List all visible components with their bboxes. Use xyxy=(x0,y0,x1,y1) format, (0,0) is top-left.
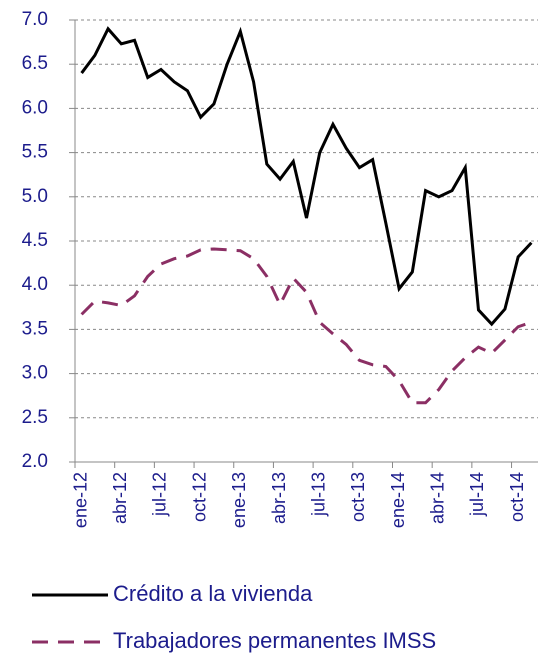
y-tick-label: 6.0 xyxy=(22,97,48,118)
x-tick-label: jul-12 xyxy=(150,472,170,517)
y-tick-label: 4.0 xyxy=(22,274,48,295)
y-tick-label: 2.0 xyxy=(22,451,48,472)
legend-label: Trabajadores permanentes IMSS xyxy=(113,628,436,653)
y-tick-label: 5.5 xyxy=(22,142,48,163)
legend-label: Crédito a la vivienda xyxy=(113,581,313,606)
x-tick-label: abr-14 xyxy=(428,472,448,524)
x-tick-label: ene-13 xyxy=(229,472,249,528)
x-tick-label: oct-14 xyxy=(507,472,527,522)
x-tick-label: jul-13 xyxy=(308,472,328,517)
x-tick-label: oct-13 xyxy=(348,472,368,522)
series-line xyxy=(80,26,533,327)
y-tick-label: 2.5 xyxy=(22,407,48,428)
y-tick-label: 6.5 xyxy=(22,53,48,74)
x-tick-label: abr-13 xyxy=(269,472,289,524)
y-tick-label: 7.0 xyxy=(22,9,48,30)
series-line xyxy=(80,247,532,405)
x-tick-label: ene-12 xyxy=(70,472,90,528)
x-tick-label: ene-14 xyxy=(388,472,408,528)
y-tick-label: 3.0 xyxy=(22,363,48,384)
x-tick-label: jul-14 xyxy=(467,472,487,517)
x-tick-label: oct-12 xyxy=(189,472,209,522)
y-tick-label: 4.5 xyxy=(22,230,48,251)
x-tick-label: abr-12 xyxy=(110,472,130,524)
y-tick-label: 3.5 xyxy=(22,318,48,339)
y-tick-label: 5.0 xyxy=(22,186,48,207)
